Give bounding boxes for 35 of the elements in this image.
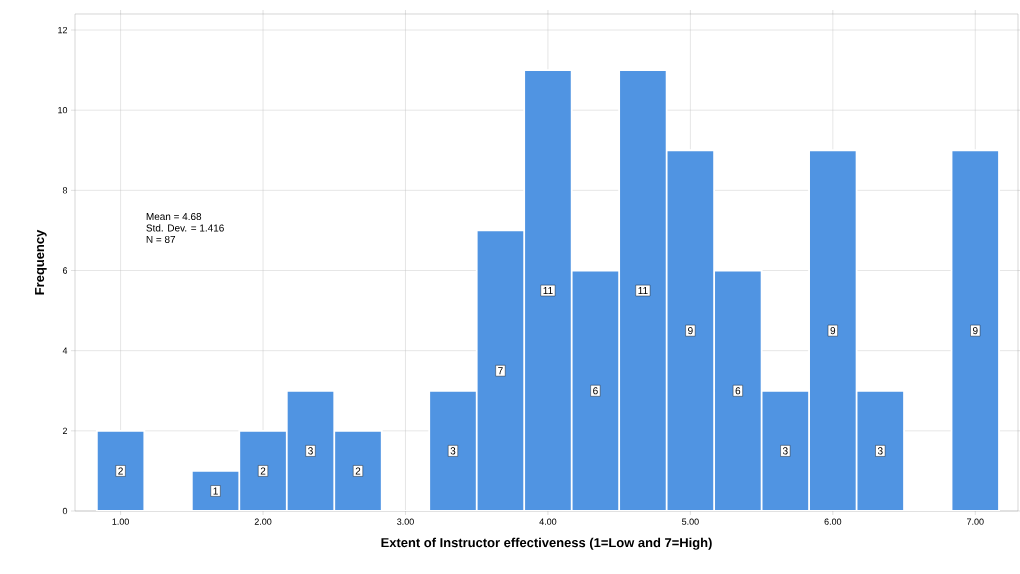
data-label: 6 (593, 387, 598, 395)
annotation: Std. Dev. = 1.416 (146, 224, 224, 232)
data-label: 7 (498, 367, 503, 375)
data-label: 3 (450, 447, 456, 455)
data-label: 2 (355, 467, 361, 475)
x-tick-label: 7.00 (967, 518, 984, 525)
x-tick-label: 3.00 (397, 518, 414, 525)
data-label: 6 (735, 387, 741, 395)
data-label: 9 (830, 327, 836, 335)
y-tick-label: 12 (58, 26, 68, 34)
annotation: Mean = 4.68 (146, 213, 202, 221)
y-tick-label: 4 (62, 347, 68, 354)
y-tick-label: 8 (62, 187, 68, 194)
annotation: N = 87 (146, 235, 176, 243)
x-axis-title: Extent of Instructor effectiveness (1=Low and 7=High) (381, 537, 712, 550)
data-label: 11 (638, 287, 648, 294)
y-tick-label: 0 (62, 507, 68, 515)
x-tick-label: 4.00 (539, 518, 557, 525)
y-axis-title: Frequency (35, 229, 47, 295)
x-tick-label: 5.00 (682, 518, 699, 525)
x-tick-label: 1.00 (112, 518, 129, 525)
data-label: 2 (118, 467, 123, 475)
data-label: 1 (213, 487, 218, 495)
data-label: 9 (972, 327, 978, 335)
y-tick-label: 6 (62, 267, 68, 274)
x-tick-label: 2.00 (254, 518, 272, 525)
data-label: 9 (688, 327, 693, 335)
y-tick-label: 2 (62, 427, 68, 434)
x-tick-label: 6.00 (824, 518, 842, 525)
data-label: 11 (543, 287, 553, 294)
y-tick-label: 10 (58, 107, 68, 114)
data-label: 3 (877, 447, 883, 455)
data-label: 3 (782, 447, 788, 455)
data-label: 3 (308, 447, 313, 455)
data-label: 2 (260, 467, 266, 475)
